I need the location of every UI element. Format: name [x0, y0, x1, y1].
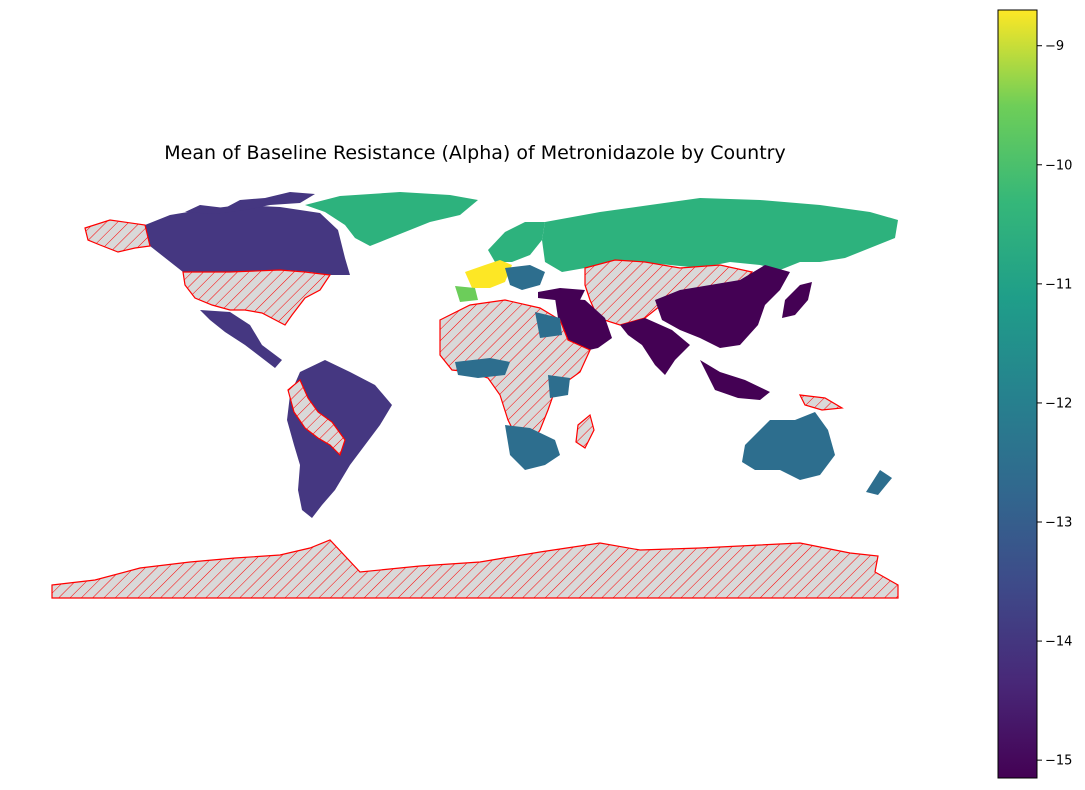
colorbar-tick-label: −12 [1045, 396, 1072, 411]
chart-title: Mean of Baseline Resistance (Alpha) of M… [164, 142, 786, 164]
region-greenland [305, 192, 478, 246]
region-andes [287, 379, 346, 457]
region-west-africa [455, 358, 510, 378]
region-turkey [538, 288, 585, 300]
colorbar-tick-label: −11 [1045, 277, 1072, 292]
region-usa [182, 269, 332, 326]
region-india [620, 318, 690, 375]
region-france-germany [465, 260, 512, 288]
region-mexico [200, 310, 282, 368]
world-map [51, 192, 899, 599]
region-se-asia [700, 360, 770, 400]
colorbar-tick-label: −13 [1045, 516, 1072, 531]
colorbar-tick-label: −10 [1045, 158, 1072, 173]
colorbar-tick-label: −14 [1045, 635, 1072, 650]
region-arabia [555, 298, 612, 352]
region-russia [542, 198, 898, 272]
colorbar-tick-label: −15 [1045, 754, 1072, 769]
region-madagascar [575, 413, 595, 449]
region-alaska [84, 219, 151, 253]
region-southern-africa [505, 425, 560, 470]
region-eastern-europe [505, 265, 545, 290]
region-spain [455, 286, 478, 302]
region-china [655, 265, 790, 348]
colorbar-ticks: −9 −10 −11 −12 −13 −14 −15 [1037, 39, 1072, 769]
region-new-guinea [798, 394, 844, 411]
colorbar-gradient [997, 9, 1038, 779]
region-canada-arctic [185, 192, 315, 214]
region-east-africa [548, 375, 570, 398]
region-japan [782, 282, 812, 318]
region-australia [742, 412, 835, 480]
region-canada [145, 205, 350, 275]
region-scandinavia [488, 222, 545, 262]
colorbar-tick-label: −9 [1045, 39, 1064, 54]
region-egypt [535, 312, 562, 338]
region-new-zealand [866, 470, 892, 495]
region-antarctica [51, 539, 899, 599]
